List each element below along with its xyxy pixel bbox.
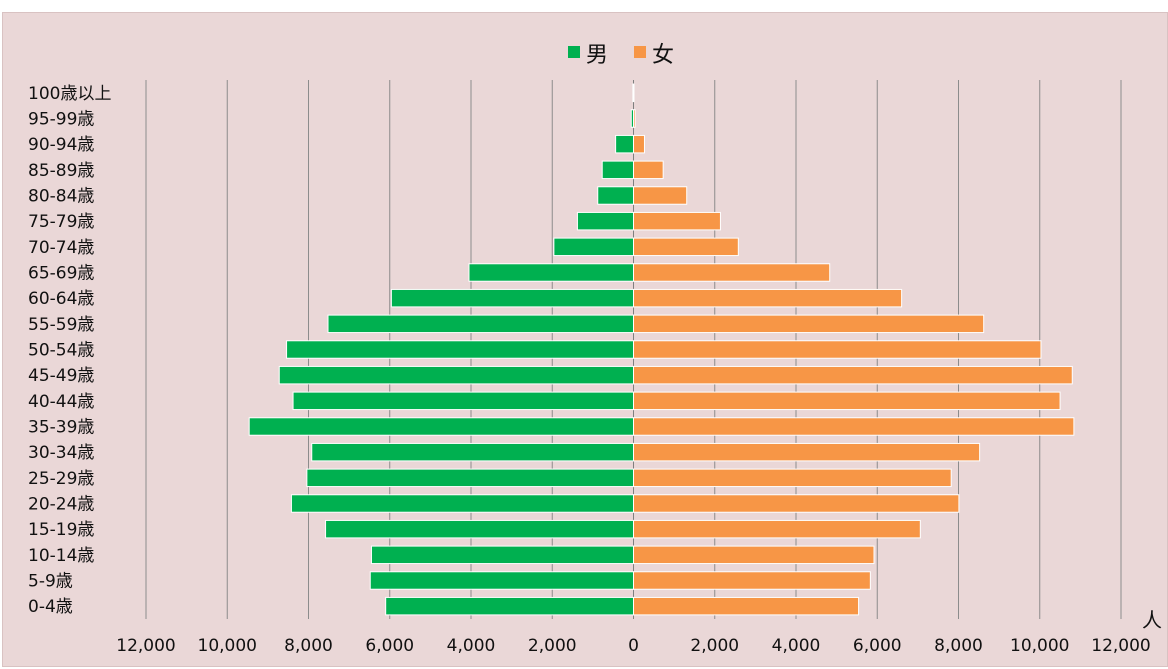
age-group-label: 100歳以上 [28,84,111,104]
age-group-label: 50-54歳 [28,341,94,361]
male-bar [553,237,634,257]
x-tick-label: 12,000 [116,636,175,656]
female-bar [633,211,721,231]
x-tick-label: 10,000 [1010,636,1069,656]
legend-label: 女 [652,43,674,68]
age-group-label: 0-4歳 [28,597,73,617]
female-bar [633,237,739,257]
male-bar [615,134,634,154]
x-tick-label: 0 [628,636,639,656]
female-bar [633,340,1042,359]
female-bar [633,314,985,334]
male-bar [327,314,634,334]
age-group-label: 30-34歳 [28,443,94,463]
male-bar [248,417,634,436]
male-bar [385,596,634,616]
male-bar [601,160,634,180]
age-group-label: 60-64歳 [28,289,94,309]
female-bar [633,109,636,128]
female-bar [633,288,903,308]
x-tick-label: 2,000 [690,636,739,656]
male-bar [390,288,634,308]
male-bar [597,186,634,205]
age-group-label: 90-94歳 [28,135,94,155]
x-tick-label: 2,000 [528,636,577,656]
x-tick-label: 4,000 [772,636,821,656]
female-bar [633,545,875,565]
age-group-label: 95-99歳 [28,110,94,130]
female-bar [633,83,635,103]
female-bar [633,391,1061,411]
x-tick-label: 6,000 [365,636,414,656]
female-bar [633,468,952,488]
x-tick-label: 8,000 [934,636,983,656]
x-tick-label: 10,000 [198,636,257,656]
age-group-label: 75-79歳 [28,212,94,232]
female-bar [633,134,645,154]
legend-swatch [568,46,580,58]
female-bar [633,186,688,205]
male-bar [278,365,634,385]
female-bar [633,571,871,590]
age-group-label: 5-9歳 [28,572,73,592]
age-group-label: 45-49歳 [28,366,94,386]
legend-label: 男 [586,43,608,68]
female-bar [633,160,664,180]
male-bar [325,519,634,539]
male-bar [290,494,634,513]
male-bar [311,442,634,462]
age-group-label: 20-24歳 [28,495,94,515]
male-bar [369,571,634,590]
age-group-label: 85-89歳 [28,161,94,181]
age-group-label: 15-19歳 [28,520,94,540]
age-group-label: 65-69歳 [28,264,94,284]
male-bar [370,545,634,565]
age-group-label: 35-39歳 [28,418,94,438]
age-group-label: 40-44歳 [28,392,94,412]
legend-swatch [634,46,646,58]
male-bar [286,340,634,359]
male-bar [292,391,634,411]
female-bar [633,263,831,282]
x-tick-label: 12,000 [1091,636,1150,656]
female-bar [633,442,981,462]
male-bar [468,263,634,282]
female-bar [633,494,960,513]
x-tick-label: 8,000 [284,636,333,656]
x-tick-label: 4,000 [447,636,496,656]
x-tick-label: 6,000 [853,636,902,656]
x-axis-unit-label: 人 [1142,608,1162,632]
female-bar [633,365,1073,385]
age-group-label: 10-14歳 [28,546,94,566]
female-bar [633,596,860,616]
female-bar [633,519,921,539]
age-group-label: 80-84歳 [28,187,94,207]
age-group-label: 25-29歳 [28,469,94,489]
age-group-label: 70-74歳 [28,238,94,258]
male-bar [306,468,634,488]
age-group-label: 55-59歳 [28,315,94,335]
male-bar [576,211,634,231]
female-bar [633,417,1075,436]
